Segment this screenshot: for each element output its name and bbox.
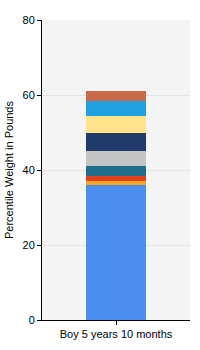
svg-text:20: 20 — [23, 239, 35, 251]
svg-text:60: 60 — [23, 89, 35, 101]
svg-text:0: 0 — [29, 314, 35, 326]
svg-text:40: 40 — [23, 164, 35, 176]
svg-text:80: 80 — [23, 14, 35, 26]
svg-text:Boy 5 years 10 months: Boy 5 years 10 months — [60, 328, 173, 340]
svg-text:Percentile Weight in Pounds: Percentile Weight in Pounds — [3, 101, 15, 239]
